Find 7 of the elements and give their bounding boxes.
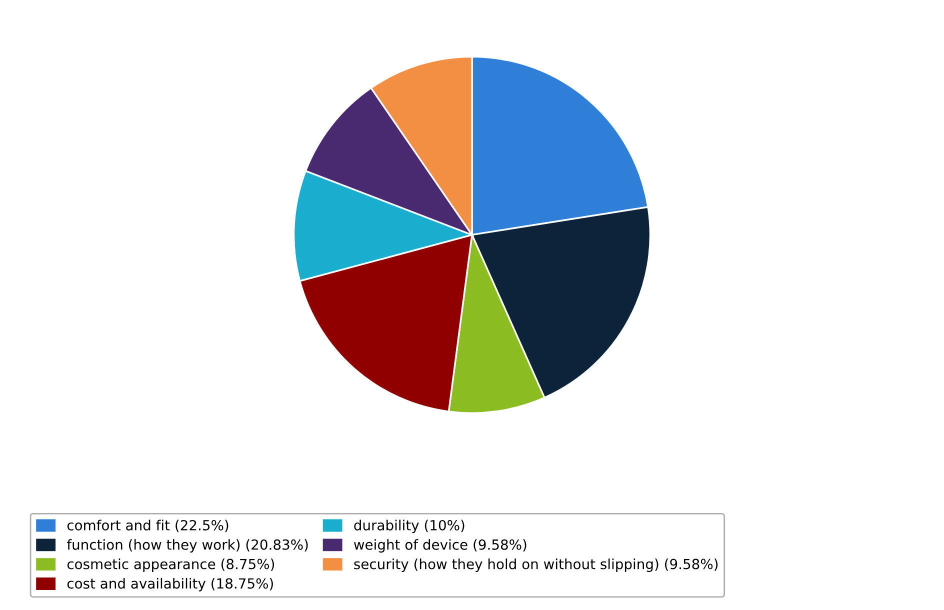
- legend-label: durability (10%): [354, 520, 464, 534]
- legend-label: function (how they work) (20.83%): [66, 539, 308, 553]
- legend-label: cost and availability (18.75%): [67, 578, 273, 592]
- legend-label: security (how they hold on without slipping) (9.58%): [354, 558, 718, 572]
- legend-label: cosmetic appearance (8.75%): [67, 558, 274, 572]
- legend-label: weight of device (9.58%): [354, 539, 526, 553]
- legend-label: comfort and fit (22.5%): [67, 520, 228, 532]
